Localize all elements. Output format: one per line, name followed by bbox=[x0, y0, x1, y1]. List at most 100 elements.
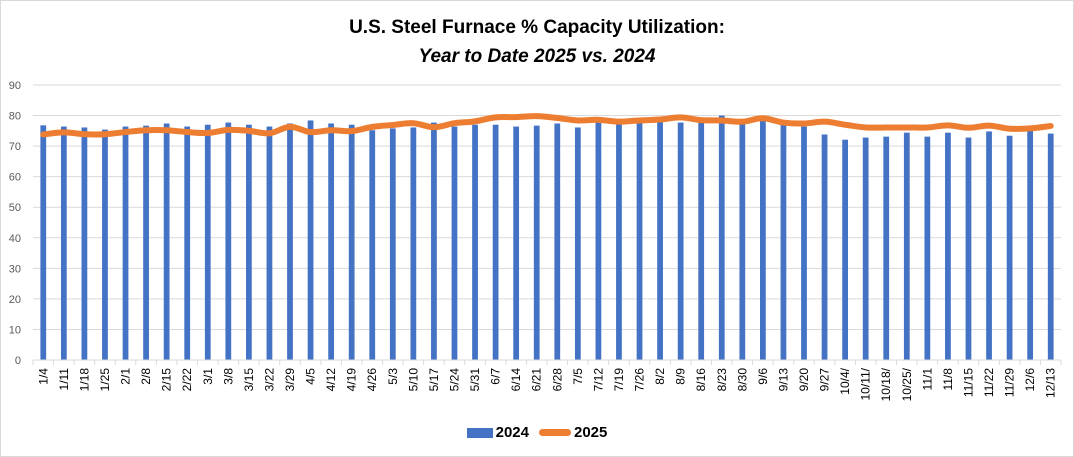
bar-2024 bbox=[204, 124, 211, 360]
chart-subtitle: Year to Date 2025 vs. 2024 bbox=[418, 46, 656, 67]
bar-2024 bbox=[122, 126, 129, 360]
bar-2024 bbox=[431, 122, 437, 360]
bar-2024 bbox=[184, 126, 191, 360]
x-tick-label: 7/19 bbox=[612, 368, 626, 392]
bar-2024 bbox=[369, 130, 376, 360]
x-tick-label: 4/5 bbox=[304, 368, 318, 385]
x-tick-label: 10/4/ bbox=[838, 367, 852, 394]
bar-2024 bbox=[266, 126, 273, 360]
x-tick-label: 6/7 bbox=[489, 368, 503, 385]
x-tick-label: 3/29 bbox=[283, 368, 297, 392]
x-tick-label: 4/26 bbox=[365, 368, 379, 392]
bar-2024 bbox=[40, 125, 47, 360]
bar-2024 bbox=[801, 126, 807, 360]
legend-swatch-2025 bbox=[539, 429, 571, 436]
y-tick-label: 80 bbox=[9, 111, 21, 123]
legend: 2024 2025 bbox=[1, 424, 1073, 441]
bar-2024 bbox=[554, 123, 561, 360]
gridlines bbox=[33, 84, 1061, 330]
bar-2024 bbox=[718, 115, 725, 360]
x-tick-label: 6/28 bbox=[550, 368, 564, 392]
x-tick-label: 5/10 bbox=[406, 368, 420, 392]
bar-2024 bbox=[924, 136, 931, 360]
bar-2024 bbox=[595, 120, 602, 360]
bar-2024 bbox=[965, 137, 972, 360]
x-tick-label: 5/3 bbox=[386, 368, 400, 385]
bar-2024 bbox=[533, 125, 540, 360]
legend-item-2025: 2025 bbox=[539, 424, 607, 441]
x-tick-label: 8/2 bbox=[653, 368, 667, 385]
x-tick-label: 10/25/ bbox=[900, 367, 914, 401]
x-tick-label: 11/15 bbox=[961, 368, 975, 397]
line-2025 bbox=[40, 113, 1054, 138]
x-tick-label: 3/1 bbox=[201, 368, 215, 385]
bar-2024 bbox=[451, 126, 458, 360]
bar-2024 bbox=[328, 123, 334, 360]
x-tick-label: 5/31 bbox=[468, 368, 482, 392]
x-tick-label: 1/4 bbox=[36, 368, 50, 385]
x-axis-ticks: 1/4 1/11 1/18 1/25 2/1 2/8 2/15 2/22 3/1 3/8 3/15 3… bbox=[36, 367, 1057, 401]
x-tick-label: 9/6 bbox=[756, 368, 770, 385]
bar-2024 bbox=[81, 127, 88, 360]
bar-2024 bbox=[163, 123, 170, 360]
x-tick-label: 5/17 bbox=[427, 368, 441, 392]
x-tick-label: 11/29 bbox=[1003, 368, 1017, 397]
bar-2024 bbox=[513, 126, 520, 360]
bar-2024 bbox=[574, 127, 581, 360]
x-tick-label: 11/1 bbox=[920, 368, 934, 391]
y-tick-label: 10 bbox=[9, 324, 21, 336]
bar-2024 bbox=[945, 132, 951, 360]
x-tick-label: 7/26 bbox=[633, 368, 647, 392]
x-tick-label: 1/25 bbox=[98, 368, 112, 392]
x-tick-label: 3/8 bbox=[221, 368, 235, 385]
x-tick-label: 12/6 bbox=[1023, 368, 1037, 392]
x-tick-label: 1/11 bbox=[57, 368, 71, 391]
x-tick-label: 2/15 bbox=[160, 368, 174, 392]
x-tick-label: 9/13 bbox=[776, 368, 790, 392]
y-axis-ticks: 0 10 20 30 40 50 60 70 80 90 bbox=[9, 80, 21, 367]
bar-2024 bbox=[1027, 129, 1034, 360]
bar-2024 bbox=[410, 127, 417, 360]
legend-label-2025: 2025 bbox=[574, 424, 608, 441]
bar-2024 bbox=[287, 123, 293, 360]
bar-2024 bbox=[225, 122, 232, 360]
bar-2024 bbox=[1047, 133, 1054, 360]
bars-2024 bbox=[40, 115, 1054, 361]
x-tick-label: 10/11/ bbox=[859, 367, 873, 400]
bar-2024 bbox=[246, 124, 252, 360]
x-tick-label: 8/16 bbox=[694, 368, 708, 392]
bar-2024 bbox=[657, 121, 663, 361]
y-tick-label: 20 bbox=[9, 294, 21, 306]
bar-2024 bbox=[492, 124, 499, 360]
legend-label-2024: 2024 bbox=[495, 424, 529, 441]
bar-2024 bbox=[986, 131, 992, 360]
bar-2024 bbox=[903, 132, 910, 360]
bar-2024 bbox=[616, 123, 622, 360]
y-tick-label: 30 bbox=[9, 263, 21, 275]
x-tick-label: 8/23 bbox=[715, 368, 729, 392]
bar-2024 bbox=[60, 126, 67, 360]
x-tick-label: 2/8 bbox=[139, 368, 153, 385]
x-tick-label: 7/5 bbox=[571, 368, 585, 385]
x-tick-label: 10/18/ bbox=[879, 367, 893, 401]
legend-item-2024: 2024 bbox=[466, 424, 529, 441]
bar-2024 bbox=[862, 137, 869, 360]
x-tick-label: 4/19 bbox=[345, 368, 359, 392]
x-tick-label: 6/14 bbox=[509, 368, 523, 392]
y-tick-label: 40 bbox=[9, 233, 21, 245]
x-tick-label: 6/21 bbox=[530, 368, 544, 392]
y-tick-label: 90 bbox=[9, 80, 21, 92]
x-tick-label: 5/24 bbox=[447, 368, 461, 392]
x-tick-label: 8/9 bbox=[674, 368, 688, 385]
y-tick-label: 60 bbox=[9, 172, 21, 184]
x-tick-label: 8/30 bbox=[735, 368, 749, 392]
bar-2024 bbox=[348, 124, 355, 360]
bar-2024 bbox=[821, 134, 828, 360]
bar-2024 bbox=[307, 120, 314, 360]
x-tick-label: 9/20 bbox=[797, 368, 811, 392]
legend-swatch-2024 bbox=[466, 427, 493, 438]
x-tick-label: 12/13 bbox=[1044, 368, 1058, 398]
y-tick-label: 0 bbox=[15, 355, 21, 367]
x-tick-label: 7/12 bbox=[591, 368, 605, 392]
